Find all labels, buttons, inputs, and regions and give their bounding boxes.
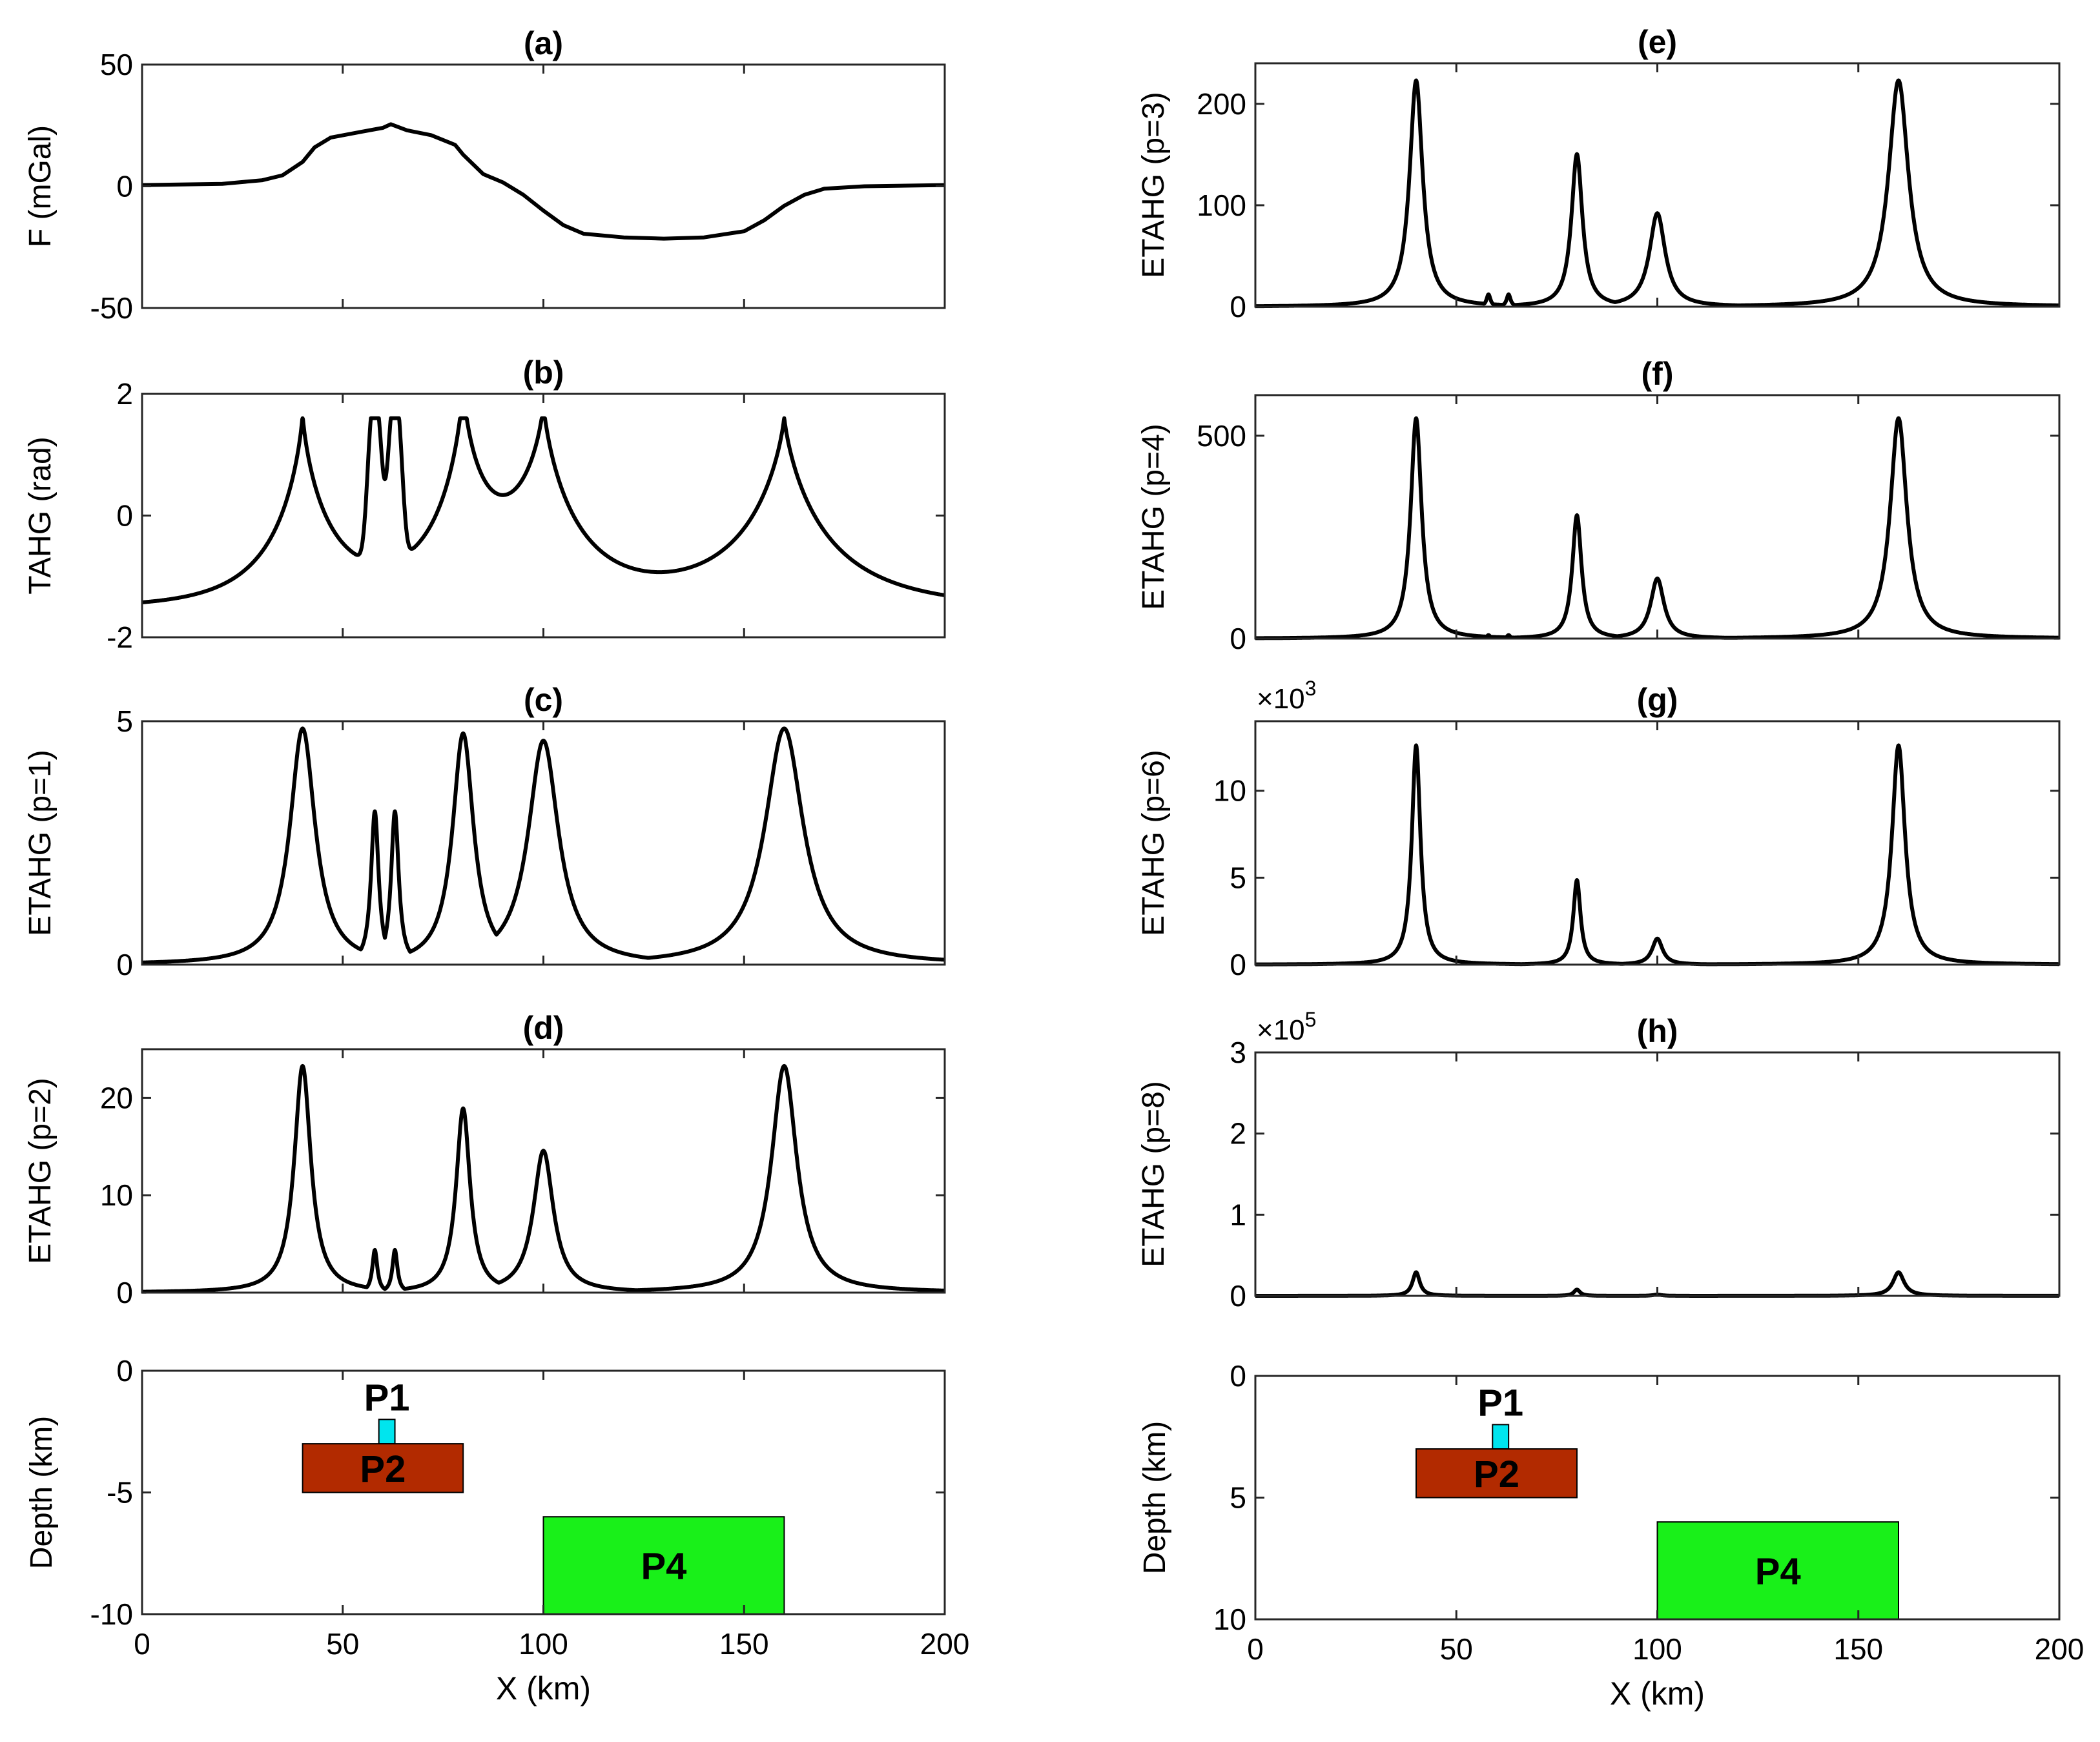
y-tick-label: -2 — [107, 620, 133, 654]
y-tick-label: 20 — [100, 1081, 133, 1114]
y-tick-label: 5 — [1230, 1481, 1246, 1515]
panel-title: (c) — [524, 682, 563, 718]
y-axis-label: ETAHG (p=6) — [1137, 750, 1171, 936]
y-axis-label: ETAHG (p=3) — [1137, 92, 1171, 278]
body-p1 — [378, 1419, 396, 1445]
y-tick-label: 0 — [116, 1354, 133, 1388]
x-axis-label: X (km) — [496, 1670, 591, 1706]
axes-frame — [1254, 1051, 2061, 1297]
panel-title: (d) — [523, 1010, 564, 1046]
y-tick-label: 0 — [116, 1276, 133, 1309]
series-line-e — [1253, 78, 2061, 309]
y-axis-label: ETAHG (p=2) — [23, 1078, 57, 1264]
y-tick-label: 0 — [116, 170, 133, 203]
y-tick-label: 1 — [1230, 1198, 1246, 1231]
series-line-d — [140, 1063, 947, 1294]
panel-a: (a) -50 0 50 F (mGal) — [23, 25, 946, 325]
y-axis-label: ETAHG (p=1) — [23, 750, 57, 936]
body-p4 — [542, 1516, 785, 1615]
body-label-p4: P4 — [641, 1546, 686, 1588]
panel-f: (f) 0 500 ETAHG (p=4) — [1137, 356, 2061, 655]
y-tick-label: -50 — [90, 291, 133, 325]
body-label-p1: P1 — [364, 1377, 410, 1419]
y-axis-label: Depth (km) — [25, 1416, 59, 1569]
y-tick-label: 0 — [116, 948, 133, 981]
y-tick-label: 2 — [1230, 1117, 1246, 1151]
body-p2 — [1415, 1448, 1578, 1499]
panel-title: (g) — [1637, 682, 1678, 718]
x-tick-label: 50 — [1440, 1632, 1473, 1666]
axes-frame — [1254, 720, 2061, 966]
y-axis-label: TAHG (rad) — [23, 436, 57, 594]
axes-frame — [141, 393, 946, 639]
y-tick-label: 2 — [116, 377, 133, 411]
y-tick-label: 100 — [1197, 189, 1246, 222]
y-tick-label: 500 — [1197, 419, 1246, 453]
panel-c: (c) 0 5 ETAHG (p=1) — [23, 682, 947, 981]
x-tick-label: 200 — [920, 1627, 970, 1661]
y-tick-label: -5 — [107, 1476, 133, 1510]
series-line-g — [1253, 743, 2061, 967]
y-tick-label: 200 — [1197, 87, 1246, 121]
x-tick-label: 100 — [1632, 1632, 1682, 1666]
body-label-p4: P4 — [1755, 1551, 1801, 1593]
panel-title: (f) — [1642, 356, 1674, 392]
series-line-c — [140, 726, 947, 965]
panel-b: (b) -2 0 2 TAHG (rad) — [23, 354, 947, 654]
y-tick-label: -10 — [90, 1597, 133, 1631]
axes-frame — [1254, 394, 2061, 640]
y-tick-label: 0 — [1230, 948, 1246, 981]
body-label-p1: P1 — [1477, 1382, 1523, 1424]
y-axis-label: Depth (km) — [1138, 1421, 1172, 1574]
series-line-f — [1253, 416, 2061, 640]
body-label-p2: P2 — [360, 1448, 406, 1490]
y-tick-label: 3 — [1230, 1036, 1246, 1069]
y-tick-label: 50 — [100, 48, 133, 81]
axes-frame — [1254, 62, 2061, 308]
y-tick-label: 0 — [1230, 1279, 1246, 1313]
panel-title: (h) — [1637, 1013, 1678, 1049]
y-tick-label: 0 — [1230, 1359, 1246, 1393]
y-tick-label: 10 — [1213, 774, 1246, 808]
y-axis-label: F (mGal) — [23, 125, 57, 247]
series-line-b — [140, 416, 947, 604]
axis-multiplier: ×105 — [1257, 1008, 1316, 1046]
body-p1 — [1492, 1424, 1510, 1450]
panel-h: (h) ×105 0 1 2 3 ETAHG (p=8) — [1137, 1008, 2061, 1313]
y-tick-label: 5 — [1230, 861, 1246, 894]
x-tick-label: 0 — [134, 1627, 150, 1661]
panel-e: (e) 0 100 200 ETAHG (p=3) — [1137, 24, 2061, 323]
y-tick-label: 5 — [116, 704, 133, 738]
y-tick-label: 10 — [1213, 1603, 1246, 1636]
x-tick-label: 50 — [326, 1627, 359, 1661]
x-tick-label: 150 — [1833, 1632, 1883, 1666]
panel-title: (b) — [523, 354, 564, 391]
x-tick-label: 0 — [1247, 1632, 1264, 1666]
y-tick-label: 0 — [1230, 622, 1246, 655]
x-tick-label: 100 — [519, 1627, 568, 1661]
panel-title: (a) — [524, 25, 563, 61]
panel-g: (g) ×103 0 5 10 ETAHG (p=6) — [1137, 677, 2061, 981]
x-axis-label: X (km) — [1610, 1675, 1705, 1712]
axes-frame — [141, 720, 946, 966]
body-label-p2: P2 — [1474, 1453, 1519, 1495]
panel-d: (d) 0 10 20 ETAHG (p=2) — [23, 1010, 947, 1309]
axes-frame — [141, 1048, 946, 1294]
y-axis-label: ETAHG (p=4) — [1137, 424, 1171, 610]
y-axis-label: ETAHG (p=8) — [1137, 1081, 1171, 1267]
axes-frame — [141, 63, 946, 309]
panel-title: (e) — [1638, 24, 1677, 60]
axis-multiplier: ×103 — [1257, 677, 1316, 715]
y-tick-label: 0 — [1230, 290, 1246, 323]
x-tick-label: 150 — [719, 1627, 769, 1661]
y-tick-label: 10 — [100, 1178, 133, 1212]
y-tick-label: 0 — [116, 499, 133, 533]
body-p2 — [302, 1443, 464, 1493]
series-line-a — [141, 122, 945, 241]
x-tick-label: 200 — [2035, 1632, 2085, 1666]
